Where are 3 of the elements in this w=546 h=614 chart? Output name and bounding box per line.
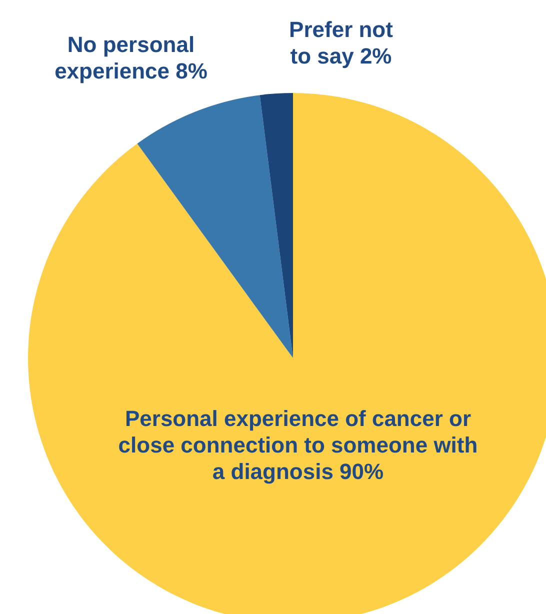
slice-label: No personal experience 8% [54,32,208,84]
slice-label: Prefer not to say 2% [289,17,394,68]
slice-label: Personal experience of cancer or close connection to someone with a diagnosis 90% [118,406,478,484]
